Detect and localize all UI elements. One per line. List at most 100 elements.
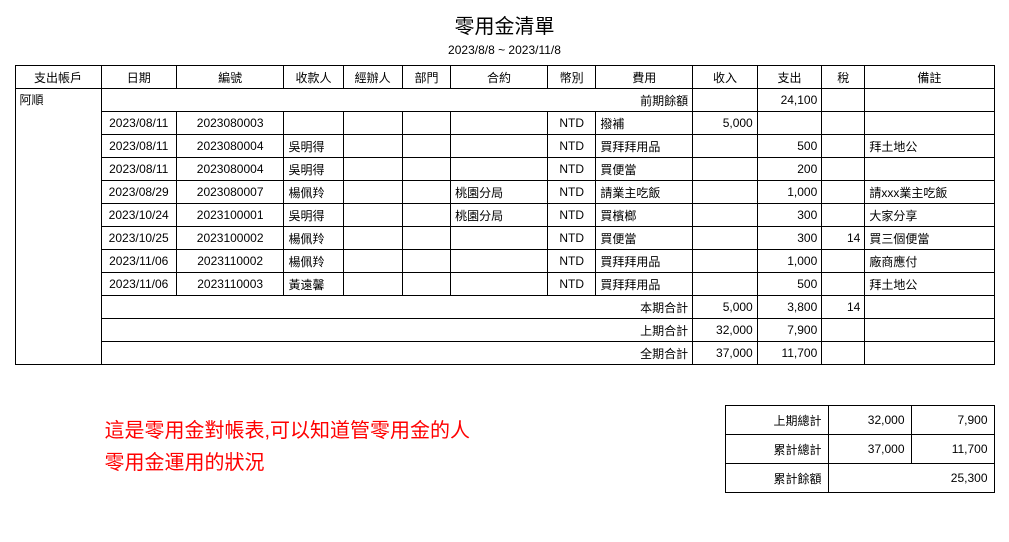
total-tax xyxy=(822,342,865,365)
page-title: 零用金清單 xyxy=(10,10,999,39)
cell-expense: 200 xyxy=(757,158,822,181)
summary-cum-label: 累計總計 xyxy=(725,435,828,464)
cell-date: 2023/10/24 xyxy=(101,204,176,227)
cell-dept xyxy=(402,250,450,273)
col-tax: 稅 xyxy=(822,66,865,89)
total-expense: 3,800 xyxy=(757,296,822,319)
cell-date: 2023/08/11 xyxy=(101,158,176,181)
cell-tax xyxy=(822,112,865,135)
cell-tax: 14 xyxy=(822,227,865,250)
col-item: 費用 xyxy=(596,66,693,89)
cell-date: 2023/08/29 xyxy=(101,181,176,204)
total-expense: 7,900 xyxy=(757,319,822,342)
total-tax: 14 xyxy=(822,296,865,319)
cell-tax xyxy=(822,135,865,158)
opening-remark xyxy=(865,89,994,112)
total-label: 本期合計 xyxy=(101,296,693,319)
cell-currency: NTD xyxy=(547,250,595,273)
cell-item: 撥補 xyxy=(596,112,693,135)
col-payee: 收款人 xyxy=(284,66,343,89)
cell-income: 5,000 xyxy=(693,112,758,135)
cell-handler xyxy=(343,112,402,135)
cell-currency: NTD xyxy=(547,158,595,181)
cell-date: 2023/08/11 xyxy=(101,112,176,135)
cell-handler xyxy=(343,181,402,204)
cell-handler xyxy=(343,135,402,158)
cell-tax xyxy=(822,250,865,273)
cell-serial: 2023080003 xyxy=(176,112,284,135)
cell-date: 2023/11/06 xyxy=(101,250,176,273)
cell-currency: NTD xyxy=(547,273,595,296)
total-expense: 11,700 xyxy=(757,342,822,365)
cell-income xyxy=(693,250,758,273)
total-income: 5,000 xyxy=(693,296,758,319)
cell-income xyxy=(693,227,758,250)
total-remark xyxy=(865,342,994,365)
cell-handler xyxy=(343,273,402,296)
cell-dept xyxy=(402,158,450,181)
cell-serial: 2023080004 xyxy=(176,158,284,181)
col-income: 收入 xyxy=(693,66,758,89)
table-row: 2023/08/112023080004吳明得NTD買便當200 xyxy=(15,158,994,181)
summary-prev-expense: 7,900 xyxy=(911,406,994,435)
annotation-text: 這是零用金對帳表,可以知道管零用金的人 零用金運用的狀況 xyxy=(105,415,471,479)
cell-currency: NTD xyxy=(547,181,595,204)
cell-remark: 拜土地公 xyxy=(865,135,994,158)
table-row: 2023/08/292023080007楊佩羚桃園分局NTD請業主吃飯1,000… xyxy=(15,181,994,204)
opening-income xyxy=(693,89,758,112)
cell-handler xyxy=(343,158,402,181)
cell-serial: 2023110003 xyxy=(176,273,284,296)
account-name-cell: 阿順 xyxy=(15,89,101,365)
cell-dept xyxy=(402,227,450,250)
cell-tax xyxy=(822,204,865,227)
cell-payee: 楊佩羚 xyxy=(284,227,343,250)
col-account: 支出帳戶 xyxy=(15,66,101,89)
cell-dept xyxy=(402,135,450,158)
cell-date: 2023/08/11 xyxy=(101,135,176,158)
cell-item: 請業主吃飯 xyxy=(596,181,693,204)
col-dept: 部門 xyxy=(402,66,450,89)
col-remark: 備註 xyxy=(865,66,994,89)
total-row-all: 全期合計37,00011,700 xyxy=(15,342,994,365)
total-income: 37,000 xyxy=(693,342,758,365)
total-tax xyxy=(822,319,865,342)
cell-expense: 500 xyxy=(757,273,822,296)
cell-expense: 300 xyxy=(757,204,822,227)
opening-row: 阿順前期餘額24,100 xyxy=(15,89,994,112)
total-income: 32,000 xyxy=(693,319,758,342)
annotation-line1: 這是零用金對帳表,可以知道管零用金的人 xyxy=(105,415,471,447)
cell-payee: 吳明得 xyxy=(284,204,343,227)
summary-table: 上期總計 32,000 7,900 累計總計 37,000 11,700 累計餘… xyxy=(725,405,995,493)
col-handler: 經辦人 xyxy=(343,66,402,89)
cell-tax xyxy=(822,273,865,296)
cell-serial: 2023110002 xyxy=(176,250,284,273)
cell-contract: 桃園分局 xyxy=(451,204,548,227)
annotation-line2: 零用金運用的狀況 xyxy=(105,447,471,479)
cell-payee: 吳明得 xyxy=(284,135,343,158)
opening-tax xyxy=(822,89,865,112)
cell-expense: 1,000 xyxy=(757,181,822,204)
summary-balance-value: 25,300 xyxy=(828,464,994,493)
cell-currency: NTD xyxy=(547,135,595,158)
cell-payee: 黃遠馨 xyxy=(284,273,343,296)
cell-payee: 楊佩羚 xyxy=(284,250,343,273)
cell-income xyxy=(693,158,758,181)
cell-income xyxy=(693,204,758,227)
cell-currency: NTD xyxy=(547,204,595,227)
cell-income xyxy=(693,273,758,296)
table-row: 2023/11/062023110002楊佩羚NTD買拜拜用品1,000廠商應付 xyxy=(15,250,994,273)
opening-expense: 24,100 xyxy=(757,89,822,112)
cell-handler xyxy=(343,227,402,250)
cell-tax xyxy=(822,158,865,181)
cell-contract xyxy=(451,273,548,296)
cell-remark: 廠商應付 xyxy=(865,250,994,273)
cell-handler xyxy=(343,204,402,227)
cell-expense: 300 xyxy=(757,227,822,250)
cell-tax xyxy=(822,181,865,204)
cell-remark: 拜土地公 xyxy=(865,273,994,296)
cell-income xyxy=(693,181,758,204)
cell-payee xyxy=(284,112,343,135)
opening-label: 前期餘額 xyxy=(101,89,693,112)
cell-contract: 桃園分局 xyxy=(451,181,548,204)
cell-contract xyxy=(451,112,548,135)
